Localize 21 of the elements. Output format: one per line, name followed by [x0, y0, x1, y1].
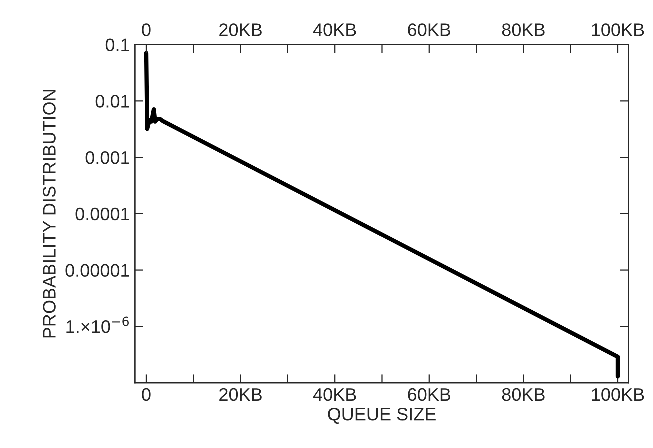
x2-tick-label: 60KB: [408, 24, 451, 36]
line-series: [144, 51, 620, 379]
x2-tick-label: 100KB: [592, 24, 644, 36]
y-axis-title: PROBABILITY DISTRIBUTION: [43, 90, 56, 338]
y-tick-label: 0.00001: [66, 264, 130, 278]
y-tick-label: 0.1: [106, 38, 130, 52]
x-tick-label: 60KB: [408, 388, 451, 402]
y-tick-label: 1.×10$^{−6}$: [66, 316, 130, 334]
y-tick-label: 0.0001: [76, 208, 130, 221]
x-tick-label: 20KB: [220, 388, 262, 402]
y-tick-label: 0.001: [86, 151, 130, 164]
x-tick-label: 0: [142, 388, 151, 402]
x2-tick-label: 20KB: [220, 24, 262, 36]
x-tick-label: 100KB: [592, 388, 644, 402]
x-tick-label: 80KB: [502, 388, 545, 402]
x2-tick-label: 0: [142, 24, 151, 36]
x2-tick-label: 40KB: [313, 24, 356, 36]
y-tick-label: 0.01: [96, 95, 130, 108]
x-tick-label: 40KB: [313, 388, 356, 402]
x2-tick-label: 80KB: [502, 24, 545, 36]
x-axis-title: QUEUE SIZE: [328, 408, 436, 424]
